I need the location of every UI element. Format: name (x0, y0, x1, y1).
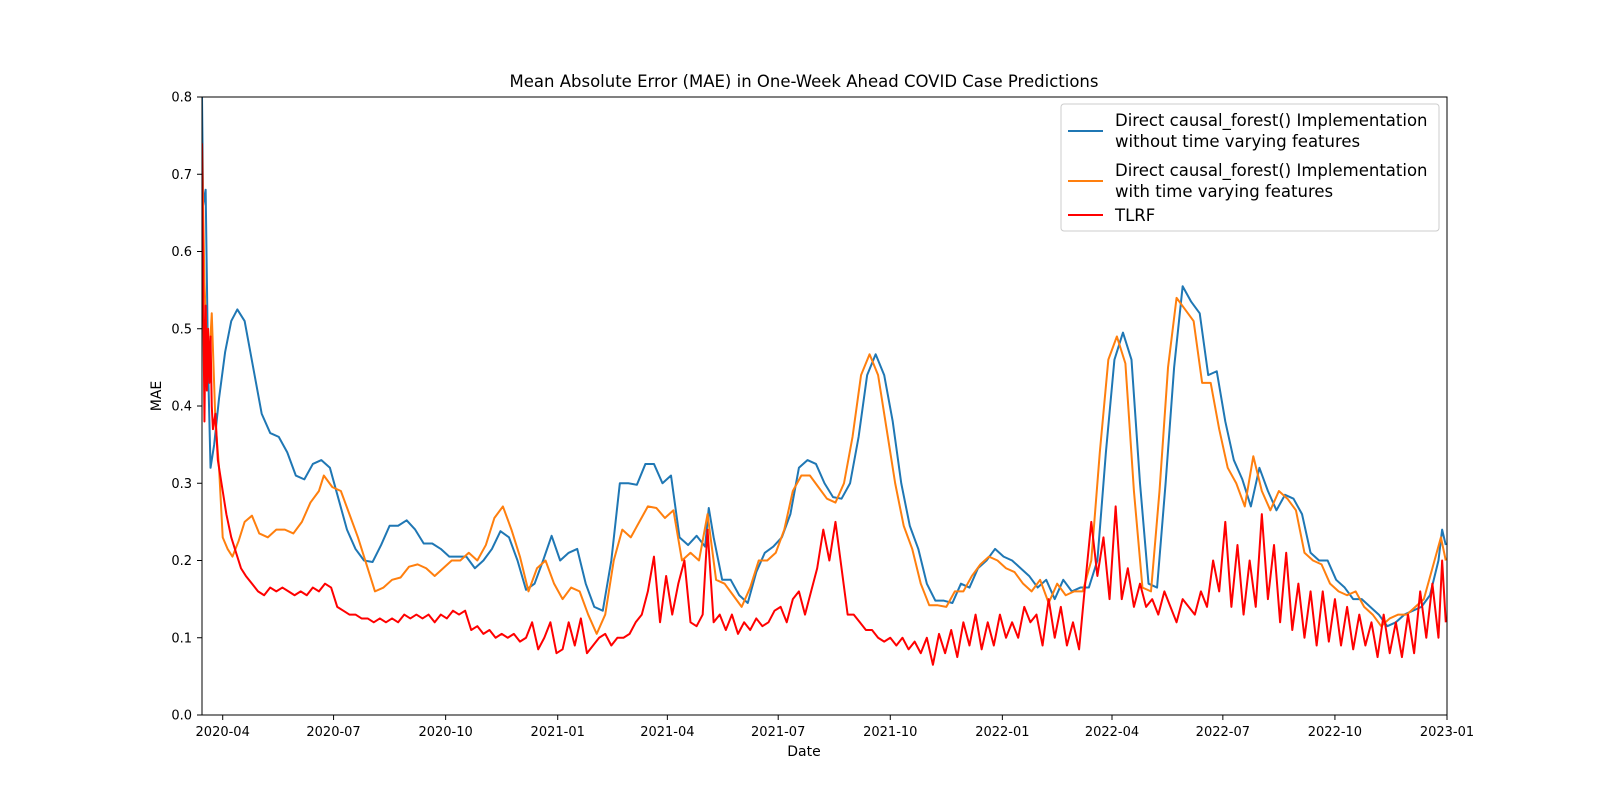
x-tick-label: 2021-10 (863, 725, 917, 740)
legend-label-line: Direct causal_forest() Implementation (1115, 161, 1428, 181)
y-tick-label: 0.3 (171, 477, 192, 492)
legend: Direct causal_forest() Implementation wit… (1060, 103, 1440, 232)
y-axis: 0.0 0.1 0.2 0.3 0.4 0.5 0.6 0.7 0.8 (171, 91, 202, 724)
y-tick-label: 0.7 (171, 168, 192, 183)
legend-label-3: TLRF (1114, 206, 1155, 225)
series-line-1 (202, 97, 1447, 628)
y-axis-title: MAE (149, 381, 165, 412)
y-tick-label: 0.0 (171, 709, 192, 724)
legend-frame (1060, 103, 1440, 232)
x-tick-label: 2022-04 (1085, 725, 1139, 740)
x-tick-label: 2022-10 (1308, 725, 1362, 740)
x-tick-label: 2022-01 (975, 725, 1029, 740)
x-tick-label: 2020-10 (418, 725, 472, 740)
legend-label-1: Direct causal_forest() Implementation wit… (1115, 111, 1428, 151)
y-tick-label: 0.8 (171, 91, 192, 106)
y-tick-label: 0.2 (171, 554, 192, 569)
y-tick-label: 0.4 (171, 400, 192, 415)
y-tick-label: 0.1 (171, 631, 192, 646)
y-tick-label: 0.6 (171, 245, 192, 260)
series-lines (202, 97, 1447, 666)
legend-label-line: without time varying features (1115, 132, 1360, 151)
legend-label-line: Direct causal_forest() Implementation (1115, 111, 1428, 131)
x-tick-label: 2021-07 (751, 725, 805, 740)
x-tick-label: 2021-04 (640, 725, 694, 740)
legend-label-2: Direct causal_forest() Implementation wit… (1115, 161, 1428, 201)
legend-label-line: with time varying features (1115, 182, 1333, 201)
x-axis-title: Date (787, 744, 820, 760)
x-tick-label: 2023-01 (1420, 725, 1474, 740)
x-tick-label: 2022-07 (1196, 725, 1250, 740)
series-line-2 (202, 143, 1447, 635)
series-line-3 (202, 143, 1447, 666)
legend-label-line: TLRF (1114, 206, 1155, 225)
x-axis: 2020-04 2020-07 2020-10 2021-01 2021-04 2021-… (196, 715, 1474, 740)
chart-title: Mean Absolute Error (MAE) in One-Week Ah… (510, 72, 1099, 91)
x-tick-label: 2020-04 (196, 725, 250, 740)
x-tick-label: 2021-01 (531, 725, 585, 740)
x-tick-label: 2020-07 (306, 725, 360, 740)
y-tick-label: 0.5 (171, 322, 192, 337)
